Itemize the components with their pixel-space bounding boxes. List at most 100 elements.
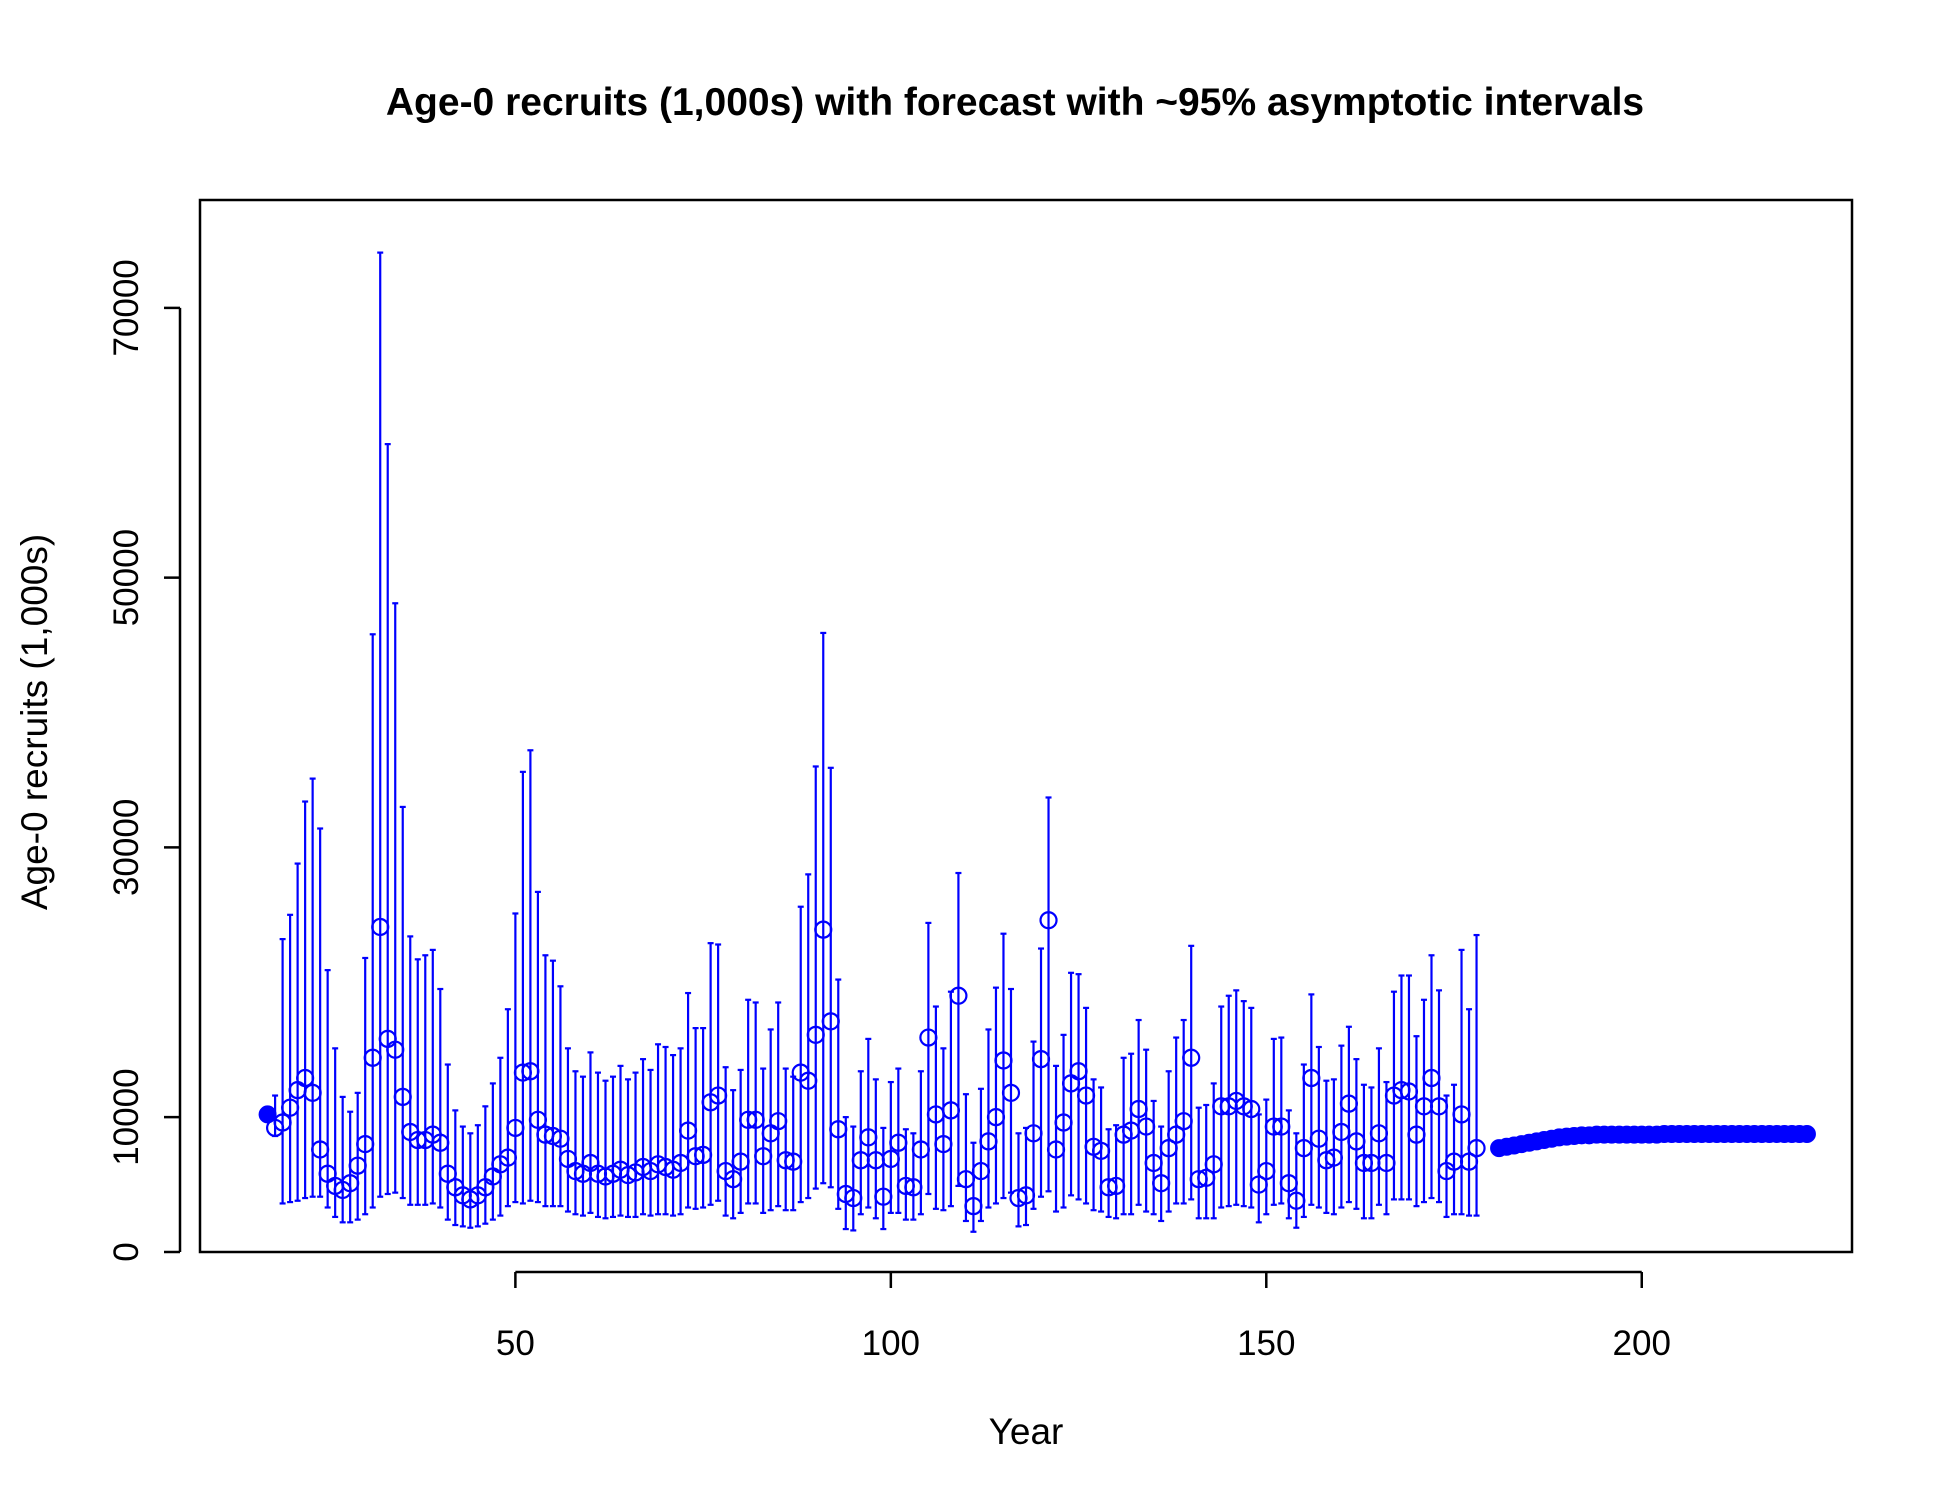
estimate-point bbox=[1182, 1048, 1201, 1067]
estimate-point bbox=[1249, 1175, 1268, 1194]
estimate-point bbox=[1309, 1129, 1328, 1148]
estimate-point bbox=[1257, 1161, 1276, 1181]
estimate-point bbox=[678, 1121, 698, 1140]
estimate-point bbox=[1144, 1153, 1163, 1173]
estimate-point bbox=[911, 1140, 930, 1159]
estimate-point bbox=[1189, 1170, 1208, 1189]
estimate-point bbox=[1091, 1141, 1111, 1160]
estimate-point bbox=[784, 1152, 803, 1171]
y-tick-label: 70000 bbox=[107, 259, 146, 356]
estimate-point bbox=[986, 1108, 1006, 1127]
estimate-point bbox=[438, 1164, 457, 1183]
estimate-point bbox=[769, 1112, 788, 1131]
estimate-point bbox=[709, 1086, 728, 1105]
estimate-point bbox=[431, 1133, 450, 1152]
estimate-point bbox=[686, 1147, 705, 1166]
estimate-point bbox=[1076, 1086, 1096, 1105]
estimate-point bbox=[513, 1063, 532, 1082]
estimate-point bbox=[1317, 1151, 1336, 1170]
estimate-point bbox=[596, 1167, 615, 1186]
estimate-point bbox=[1459, 1152, 1479, 1171]
estimate-point bbox=[528, 1110, 548, 1129]
estimate-point bbox=[1264, 1117, 1283, 1136]
plot-frame bbox=[198, 198, 1854, 1254]
estimate-point bbox=[1354, 1153, 1374, 1173]
y-tick-label: 0 bbox=[107, 1242, 146, 1261]
estimate-point bbox=[1129, 1099, 1148, 1119]
estimate-point bbox=[1137, 1117, 1156, 1136]
x-axis: 50 100 150 200 bbox=[496, 1270, 1671, 1363]
estimate-point bbox=[1174, 1112, 1193, 1131]
estimate-point bbox=[1279, 1174, 1298, 1193]
estimate-point bbox=[881, 1149, 900, 1169]
estimate-point bbox=[874, 1187, 893, 1206]
estimate-point bbox=[1452, 1105, 1471, 1124]
estimate-point bbox=[566, 1161, 585, 1181]
estimate-point bbox=[754, 1147, 773, 1166]
estimate-point bbox=[386, 1040, 405, 1059]
estimate-point bbox=[273, 1113, 292, 1132]
x-axis-label: Year bbox=[989, 1411, 1064, 1452]
estimate-point bbox=[844, 1188, 863, 1208]
estimate-point bbox=[281, 1098, 300, 1117]
virgin-point bbox=[258, 1105, 277, 1124]
y-axis: 0 10000 30000 50000 70000 bbox=[107, 259, 182, 1262]
estimate-point bbox=[1099, 1178, 1118, 1197]
estimate-point bbox=[694, 1145, 713, 1164]
estimate-point bbox=[348, 1156, 367, 1175]
estimate-point bbox=[521, 1062, 540, 1081]
estimate-point bbox=[934, 1135, 953, 1154]
estimate-point bbox=[1167, 1125, 1186, 1144]
estimate-point bbox=[356, 1135, 375, 1154]
estimate-point bbox=[829, 1120, 848, 1139]
estimate-point bbox=[543, 1126, 563, 1146]
estimate-point bbox=[799, 1071, 818, 1090]
estimate-point bbox=[1272, 1117, 1291, 1136]
estimate-point bbox=[1347, 1132, 1366, 1151]
estimate-point bbox=[994, 1051, 1013, 1070]
estimate-point bbox=[363, 1048, 382, 1067]
estimate-point bbox=[1152, 1174, 1171, 1193]
estimate-point bbox=[1046, 1140, 1066, 1159]
estimate-point bbox=[964, 1197, 983, 1216]
estimate-point bbox=[551, 1129, 570, 1148]
estimate-point bbox=[806, 1025, 825, 1044]
estimate-point bbox=[889, 1133, 908, 1152]
estimate-point bbox=[1377, 1153, 1396, 1173]
estimate-point bbox=[1339, 1094, 1358, 1113]
estimate-point bbox=[671, 1153, 690, 1173]
estimate-point bbox=[1197, 1168, 1216, 1187]
chart-title: Age-0 recruits (1,000s) with forecast wi… bbox=[386, 81, 1644, 124]
estimate-point bbox=[859, 1128, 878, 1147]
y-tick-label: 30000 bbox=[107, 799, 146, 896]
estimate-point bbox=[1242, 1099, 1261, 1119]
estimate-point bbox=[919, 1028, 938, 1047]
estimate-point bbox=[1009, 1188, 1028, 1208]
estimate-point bbox=[1332, 1122, 1351, 1142]
x-tick-label: 100 bbox=[862, 1324, 920, 1363]
estimate-point bbox=[1069, 1062, 1088, 1081]
estimate-point bbox=[1287, 1191, 1306, 1210]
estimate-point bbox=[979, 1132, 998, 1151]
estimate-point bbox=[1001, 1083, 1021, 1102]
estimate-point bbox=[1234, 1097, 1253, 1116]
estimate-point bbox=[739, 1110, 758, 1129]
estimate-point bbox=[1031, 1050, 1051, 1069]
estimate-point bbox=[814, 920, 833, 939]
estimate-point bbox=[821, 1012, 840, 1031]
estimate-point bbox=[341, 1174, 360, 1193]
estimate-point bbox=[1159, 1139, 1178, 1158]
estimate-point bbox=[1392, 1081, 1411, 1100]
estimate-point bbox=[393, 1087, 412, 1106]
x-tick-label: 200 bbox=[1613, 1324, 1671, 1363]
estimate-point bbox=[949, 986, 968, 1005]
estimate-point bbox=[1039, 911, 1058, 930]
estimate-point bbox=[731, 1152, 750, 1171]
estimate-point bbox=[1054, 1113, 1073, 1132]
estimate-point bbox=[618, 1166, 638, 1185]
y-tick-label: 50000 bbox=[107, 529, 146, 626]
estimate-point bbox=[776, 1151, 795, 1170]
error-bars bbox=[272, 251, 1480, 1233]
estimate-point bbox=[1422, 1068, 1441, 1088]
estimate-point bbox=[1324, 1148, 1343, 1167]
